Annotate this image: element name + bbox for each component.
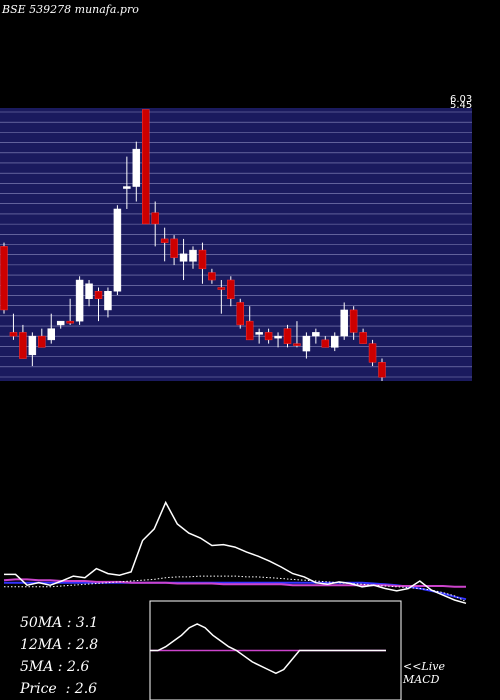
- price-axis-labels: 6.035.45: [450, 94, 472, 111]
- candle-body: [217, 287, 226, 290]
- candle-body: [38, 335, 46, 348]
- candle-body: [198, 249, 207, 270]
- candle-body: [132, 148, 141, 187]
- candle-body: [208, 272, 216, 281]
- moving-average-lines: [3, 500, 467, 605]
- candle-body: [104, 290, 112, 311]
- ma-purple-line: [3, 578, 466, 588]
- candle-body: [28, 335, 37, 356]
- stat-12ma: 12MA : 2.8: [20, 637, 99, 653]
- macd-title-label: MACD: [403, 673, 440, 686]
- candle-body: [142, 109, 150, 225]
- candle-body: [66, 320, 74, 324]
- stat-5ma: 5MA : 2.6: [20, 659, 90, 675]
- candle-body: [113, 208, 122, 292]
- macd-line: [150, 623, 386, 675]
- candle-body: [9, 332, 18, 337]
- candle-body: [236, 302, 244, 326]
- stat-50ma: 50MA : 3.1: [20, 615, 99, 631]
- candle-body: [151, 212, 159, 225]
- candle-body: [321, 339, 330, 348]
- candle-body: [255, 332, 263, 335]
- candlesticks: [0, 109, 386, 381]
- chart-title: BSE 539278 munafa.pro: [2, 3, 139, 16]
- candle-body: [359, 332, 367, 344]
- candle-body: [47, 328, 55, 341]
- candle-body: [189, 249, 197, 262]
- candle-body: [56, 320, 65, 326]
- ma-dotted-line: [4, 575, 467, 603]
- macd-lines: [150, 623, 386, 675]
- candle-body: [312, 332, 320, 337]
- candle-body: [302, 335, 311, 352]
- candle-body: [123, 186, 131, 189]
- candle-body: [0, 246, 8, 311]
- candle-body: [170, 238, 178, 258]
- candle-body: [293, 343, 301, 346]
- candle-body: [227, 279, 235, 299]
- candle-body: [274, 335, 282, 339]
- candle-body: [19, 332, 27, 359]
- candle-body: [340, 309, 348, 337]
- candle-body: [368, 343, 377, 363]
- candle-body: [75, 279, 84, 322]
- candle-body: [378, 362, 386, 378]
- axis-top-label: 5.45: [450, 100, 472, 111]
- macd-live-label: <<Live: [403, 660, 445, 673]
- candle-body: [283, 328, 292, 344]
- candle-body: [245, 320, 254, 341]
- candle-body: [349, 309, 358, 333]
- candle-body: [85, 283, 93, 299]
- candle-body: [94, 290, 103, 299]
- stat-price: Price : 2.6: [20, 681, 98, 697]
- macd-label: <<Live MACD: [403, 660, 445, 686]
- candle-body: [264, 332, 273, 341]
- candle-body: [160, 238, 169, 243]
- candle-body: [331, 335, 339, 348]
- candle-body: [179, 253, 188, 262]
- axis-top-label: 6.03: [450, 94, 472, 105]
- price-line: [4, 500, 467, 605]
